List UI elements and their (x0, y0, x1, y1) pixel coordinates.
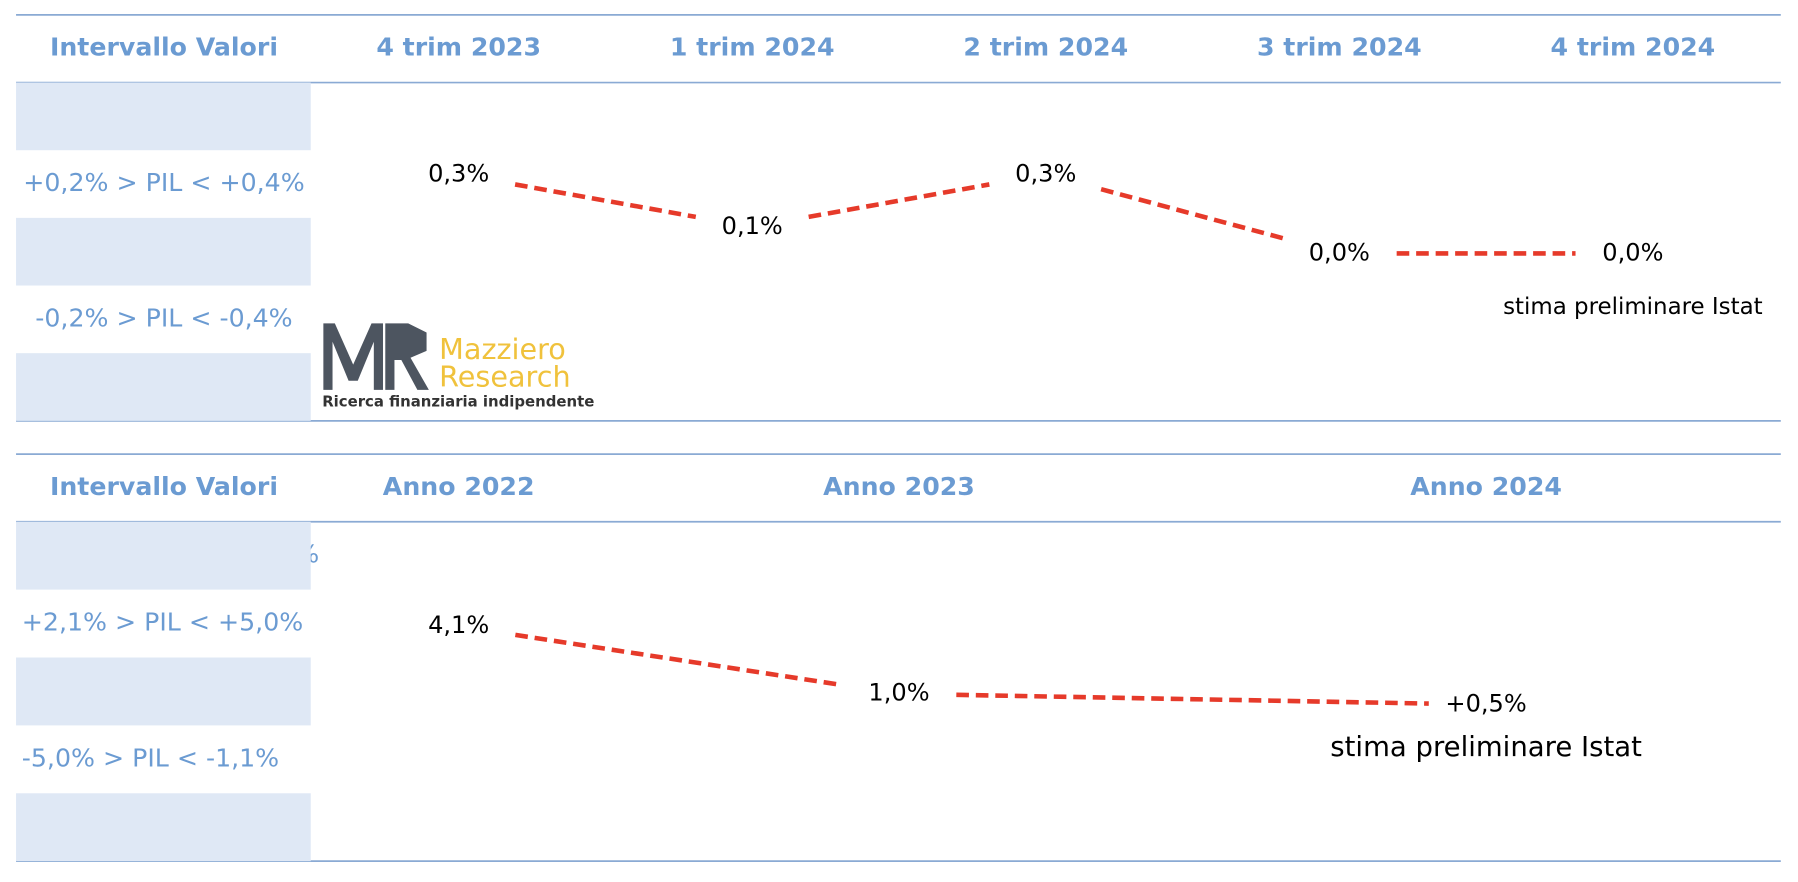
column-header: 3 trim 2024 (1257, 33, 1422, 62)
value-label: 0,0% (1602, 238, 1663, 266)
annotation: stima preliminare Istat (1503, 294, 1763, 320)
header: Intervallo Valori (50, 33, 278, 62)
value-label: 0,0% (1309, 238, 1370, 266)
column-header: Anno 2023 (823, 472, 975, 501)
column-header: Anno 2024 (1410, 472, 1562, 501)
connector (808, 182, 990, 220)
annotation: stima preliminare Istat (1330, 731, 1642, 763)
row-label: -0,2% > PIL < -0,4% (35, 303, 292, 332)
logo-mark (385, 323, 429, 390)
column-header: 4 trim 2024 (1551, 33, 1716, 62)
row-shade (16, 793, 311, 862)
logo-name: Mazziero (439, 332, 566, 366)
logo-mark (323, 323, 383, 390)
value-label: 4,1% (428, 611, 489, 639)
value-label: 0,1% (722, 212, 783, 240)
value-label: 0,3% (428, 159, 489, 187)
row-shade (16, 657, 311, 726)
row-label: -5,0% > PIL < -1,1% (22, 743, 279, 772)
connector (514, 182, 697, 220)
row-shade (16, 353, 311, 421)
row-shade (16, 82, 311, 151)
value-label: 1,0% (868, 679, 929, 707)
connector (1100, 187, 1285, 241)
column-header: Anno 2022 (383, 472, 535, 501)
logo-name: Research (439, 359, 570, 393)
canvas: stima preliminare Istat +0,5% 1,0% 4,1% Anno… (16, 14, 1781, 863)
column-header: 2 trim 2024 (963, 33, 1128, 62)
column-header: 1 trim 2024 (670, 33, 835, 62)
value-label: 0,3% (1015, 159, 1076, 187)
row-shade (16, 217, 311, 286)
connector (956, 692, 1429, 706)
logo-tagline: Ricerca finanziaria indipendente (322, 392, 594, 410)
connector (514, 632, 843, 688)
value-label: +0,5% (1445, 690, 1526, 718)
logo: Mazziero Research Ricerca finanziaria in… (322, 323, 594, 410)
header: Intervallo Valori (50, 472, 278, 501)
column-header: 4 trim 2023 (376, 33, 541, 62)
row-label: +0,2% > PIL < +0,4% (23, 168, 304, 197)
row-label: +2,1% > PIL < +5,0% (22, 608, 303, 637)
row-shade (16, 521, 311, 590)
